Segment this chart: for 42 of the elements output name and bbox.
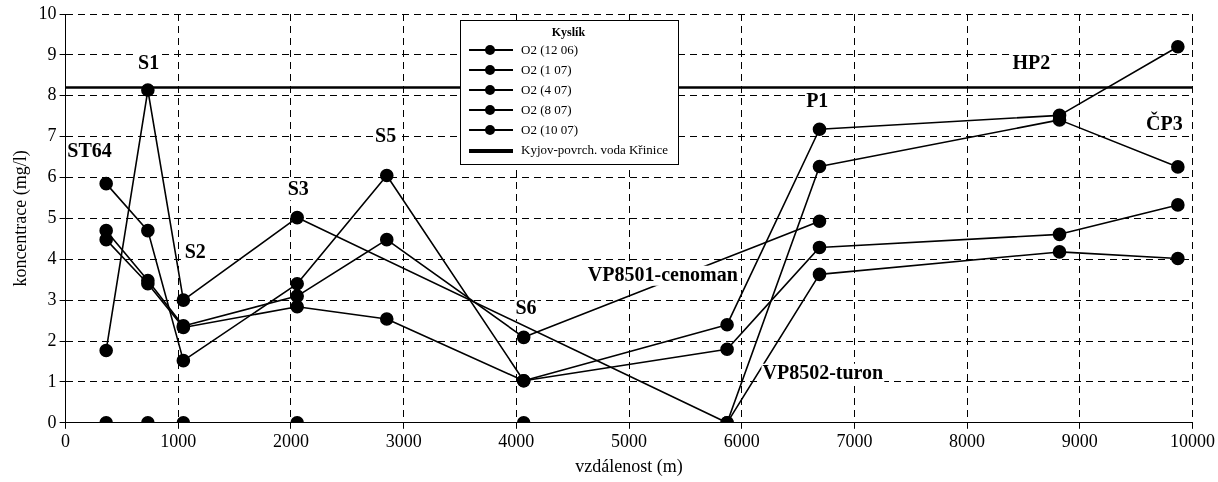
annotation: P1 [806, 89, 829, 112]
y-tick-label: 3 [47, 288, 57, 309]
x-tick-label: 3000 [385, 431, 422, 452]
legend-label: O2 (10 07) [521, 122, 579, 138]
y-tick-label: 1 [47, 370, 57, 391]
x-tick-label: 9000 [1061, 431, 1098, 452]
legend-title: Kyslík [550, 25, 587, 40]
x-tick-label: 2000 [272, 431, 309, 452]
annotation: VP8502-turon [762, 360, 884, 383]
annotation: ČP3 [1145, 110, 1183, 134]
annotation: ST64 [67, 138, 112, 161]
y-axis-title: koncentrace (mg/l) [9, 150, 31, 287]
y-tick-label: 4 [47, 248, 57, 269]
annotation: VP8501-cenoman [587, 262, 738, 285]
x-tick-label: 1000 [160, 431, 197, 452]
x-tick-label: 7000 [836, 431, 873, 452]
y-tick-label: 10 [38, 2, 57, 23]
y-tick-label: 5 [47, 207, 57, 228]
x-tick-label: 4000 [498, 431, 535, 452]
annotation: S6 [515, 296, 537, 319]
y-tick-label: 0 [47, 411, 57, 432]
x-tick-label: 5000 [611, 431, 648, 452]
y-tick-label: 9 [47, 43, 57, 64]
y-tick-label: 2 [47, 329, 57, 350]
legend-label: O2 (12 06) [521, 42, 579, 58]
x-axis-title: vzdálenost (m) [575, 455, 683, 477]
annotation: S1 [138, 51, 160, 74]
annotation: HP2 [1012, 51, 1051, 74]
annotation: S2 [184, 240, 206, 263]
y-tick-label: 7 [47, 125, 57, 146]
legend-label: O2 (8 07) [521, 102, 572, 118]
legend-label: O2 (4 07) [521, 82, 572, 98]
y-tick-label: 6 [47, 166, 57, 187]
x-tick-label: 8000 [949, 431, 986, 452]
legend-label: Kyjov-povrch. voda Křinice [521, 142, 668, 158]
y-tick-label: 8 [47, 84, 57, 105]
annotation: S3 [287, 177, 309, 200]
legend-label: O2 (1 07) [521, 62, 572, 78]
x-tick-label: 0 [61, 431, 71, 452]
x-tick-label: 10000 [1170, 431, 1215, 452]
annotation: S5 [375, 123, 397, 146]
x-tick-label: 6000 [723, 431, 760, 452]
